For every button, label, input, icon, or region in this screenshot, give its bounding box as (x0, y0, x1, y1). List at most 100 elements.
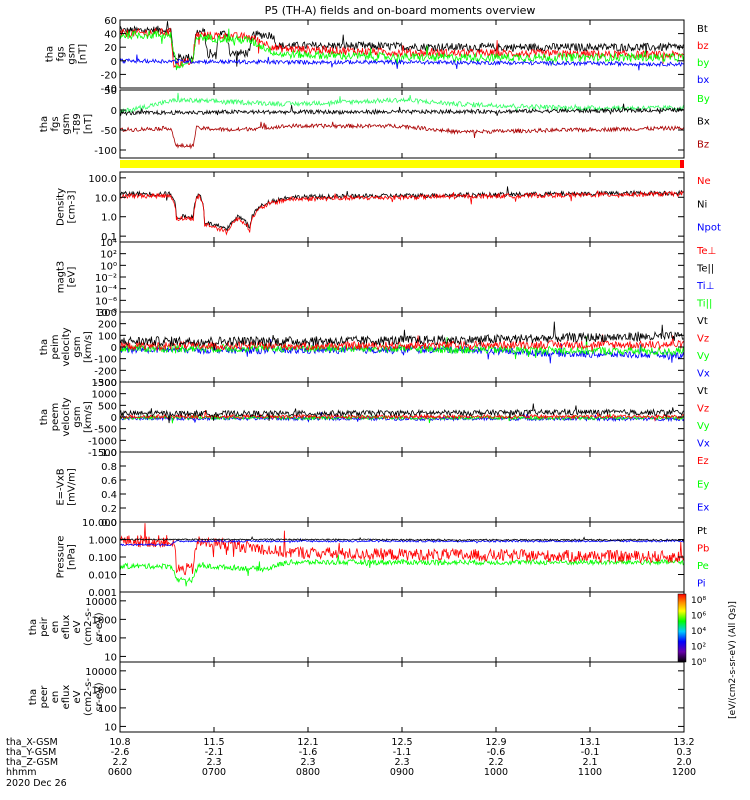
y-axis-label: (cm2-s- (83, 608, 94, 646)
y-tick-label: 10⁴ (100, 238, 117, 249)
x-row-value: 10.8 (109, 737, 130, 748)
panel-frame (119, 661, 685, 733)
y-axis-label: eflux (61, 685, 72, 710)
legend-Vx: Vx (697, 439, 710, 450)
legend-Ey: Ey (697, 479, 709, 490)
legend-Vy: Vy (697, 351, 710, 362)
x-row-label: tha_X-GSM (6, 737, 58, 748)
y-tick-label: 0 (111, 343, 117, 354)
y-tick-label: 100 (98, 704, 117, 715)
y-axis-label: gsm (67, 43, 78, 64)
y-tick-label: 10⁰ (100, 261, 117, 272)
y-axis-label: sr-eV) (94, 682, 105, 711)
y-tick-label: 0.1 (101, 232, 117, 243)
x-row-value: 13.2 (673, 737, 694, 748)
colorbar-tick: 10⁸ (691, 596, 706, 606)
y-tick-label: 1500 (92, 378, 117, 389)
y-axis-label: tha (39, 409, 50, 425)
legend-By: By (697, 94, 710, 105)
y-tick-label: -1000 (88, 436, 117, 447)
y-axis-label: fgs (56, 46, 67, 61)
x-row-value: -1.1 (393, 747, 412, 758)
x-row-value: 0900 (390, 767, 414, 778)
y-tick-label: 10 (104, 722, 117, 733)
legend-Npot: Npot (697, 223, 721, 234)
y-tick-label: 0.2 (101, 504, 117, 515)
series-fgs_gsm_dbz-By (120, 92, 684, 115)
legend-Bt: Bt (697, 24, 708, 35)
x-row-value: 1000 (484, 767, 508, 778)
y-axis-label: gsm (72, 336, 83, 357)
legend-Vz: Vz (697, 334, 709, 345)
legend-Te||: Te|| (696, 264, 714, 275)
y-tick-label: 0 (111, 57, 117, 68)
y-axis-label: [nT] (83, 114, 94, 134)
legend-Ez: Ez (697, 456, 709, 467)
legend-Pt: Pt (697, 526, 707, 537)
x-row-value: 2.3 (300, 757, 315, 768)
y-tick-label: -40 (101, 84, 117, 95)
x-row-value: 1100 (578, 767, 602, 778)
y-axis-label: Pressure (56, 536, 67, 579)
x-row-value: 0700 (202, 767, 226, 778)
y-axis-label: tha (28, 689, 39, 705)
y-tick-label: 10⁻⁸ (95, 308, 117, 319)
y-axis-label: tha (28, 619, 39, 635)
panel-pressure: 10.000 1.000 0.100 0.010 0.001 Pressure [nPa] P… (56, 518, 710, 599)
y-tick-label: 10000 (85, 597, 117, 608)
x-row-value: 0.3 (676, 747, 691, 758)
series-pressure-Pb (120, 523, 684, 576)
y-tick-label: 10² (100, 250, 117, 261)
colorbar-tick: 10⁶ (691, 612, 706, 622)
y-tick-label: 100.0 (88, 174, 117, 185)
y-tick-label: 1.0 (101, 213, 117, 224)
y-axis-label: Density (56, 188, 67, 226)
legend-Vz: Vz (697, 404, 709, 415)
x-row-value: 2.2 (488, 757, 503, 768)
x-row-value: 12.5 (391, 737, 412, 748)
series-peim_velocity-Vz (120, 334, 684, 352)
y-tick-label: 60 (104, 16, 117, 27)
legend-Ex: Ex (697, 503, 709, 514)
y-axis-label: [eV] (67, 267, 78, 288)
series-density-Ni (120, 186, 684, 232)
y-tick-label: -1500 (88, 448, 117, 459)
y-tick-label: 20 (104, 43, 117, 54)
y-tick-label: -500 (94, 425, 117, 436)
y-axis-label: en (50, 691, 61, 704)
y-axis-label: peer (39, 685, 50, 709)
x-row-value: -0.6 (487, 747, 506, 758)
panel-frame (119, 591, 685, 663)
series-fgs_gsm-bx (120, 54, 684, 71)
x-row-value: 2.3 (206, 757, 221, 768)
y-tick-label: 0.0 (101, 518, 117, 529)
y-tick-label: 10⁻² (95, 273, 117, 284)
y-tick-label: 300 (98, 308, 117, 319)
legend-Ti⊥: Ti⊥ (696, 281, 714, 292)
colorbar-gradient (677, 593, 687, 663)
panel-fgs_gsm_dbz: 50 0 -50 -100 tha fgs gsm -T89 [nT] By Bx Bz (39, 86, 710, 159)
y-axis-label: (cm2-s- (83, 678, 94, 716)
y-tick-label: 10000 (85, 667, 117, 678)
y-tick-label: 10⁻⁴ (95, 285, 117, 296)
y-tick-label: 0.001 (88, 588, 117, 599)
colorbar-label: [eV/(cm2-s-sr-eV) (All Qs)] (728, 601, 738, 719)
y-tick-label: 0.100 (88, 553, 117, 564)
series-peem_velocity-Vt (120, 403, 684, 424)
x-row-value: 0800 (296, 767, 320, 778)
legend-Vy: Vy (697, 421, 710, 432)
y-tick-label: 0.6 (101, 476, 117, 487)
legend-bz: bz (697, 41, 709, 52)
y-axis-label: velocity (61, 327, 72, 366)
panel-fgs_gsm: 60 40 20 0 -20 -40 tha fgs gsm [nT] Bt bz by bx (45, 16, 710, 95)
y-axis-label: tha (39, 339, 50, 355)
x-row-value: 13.1 (579, 737, 600, 748)
legend-Vx: Vx (697, 369, 710, 380)
y-axis-label: peim (50, 334, 61, 359)
series-fgs_gsm-bz (120, 27, 684, 69)
y-tick-label: 10.0 (95, 193, 117, 204)
y-axis-label: peir (39, 616, 50, 636)
